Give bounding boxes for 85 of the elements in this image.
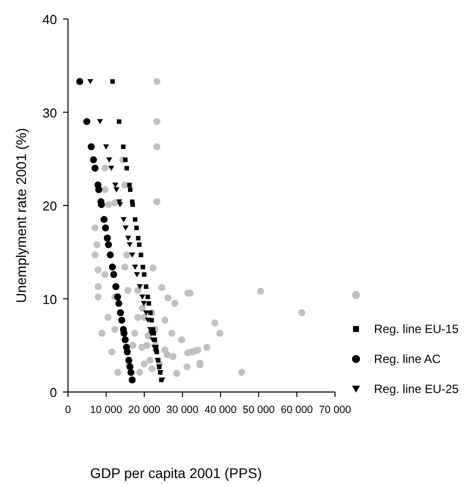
point [140,264,146,270]
point [137,242,142,247]
x-tick-label: 50 000 [242,404,275,416]
point [110,79,115,84]
point [125,356,132,364]
x-tick-label: 60 000 [280,404,314,416]
point [134,226,139,230]
point [122,225,129,231]
point [98,201,105,208]
point [110,271,118,278]
point [122,336,129,344]
x-tick-label: 10 000 [90,404,122,416]
point [106,157,112,163]
point [128,187,132,192]
x-tick-label: 0 [65,404,72,416]
point [120,330,128,337]
point [117,202,124,208]
x-tick-label: 20 000 [128,404,160,416]
y-tick-label: 20 [42,198,57,214]
point [144,318,151,323]
point [83,118,90,126]
legend-label: Reg. line EU-25 [374,382,459,396]
point [115,300,122,307]
point [113,187,120,192]
point [100,216,108,223]
point [104,241,112,248]
point [144,284,148,289]
point [116,119,122,124]
point [139,294,146,300]
point [106,251,114,258]
point [112,283,120,290]
point [114,293,122,300]
point [90,156,98,164]
point [103,144,110,150]
point [142,272,146,277]
point [151,344,158,350]
x-tick-label: 40 000 [204,404,237,416]
point [132,264,138,270]
point [124,166,129,170]
point [127,368,134,376]
point [129,252,136,258]
y-tick-label: 0 [50,385,57,400]
point [146,294,150,300]
point [76,78,84,85]
point [124,348,131,356]
point [132,217,138,222]
point [127,182,132,188]
legend-label: Reg. line EU-15 [374,322,459,336]
point [136,284,143,290]
y-axis-title: Unemplyment rate 2001 (%) [13,128,29,304]
point [143,310,150,316]
y-tick-label: 40 [42,12,57,27]
point [138,252,144,258]
point [88,143,95,150]
point [104,234,111,242]
point [134,272,140,278]
point [149,318,154,322]
point [130,202,135,207]
x-tick-label: 30 000 [166,404,199,416]
point [148,310,153,315]
point [116,309,124,316]
legend-label: Reg. line AC [374,352,441,366]
point [92,164,99,172]
point [128,376,136,384]
point [126,242,133,248]
point [123,158,128,162]
point [108,264,116,271]
point [136,236,140,240]
point [120,144,126,150]
point [125,236,132,241]
point [118,316,126,324]
y-tick-label: 30 [42,105,57,120]
y-tick-label: 10 [42,292,57,307]
point [146,301,152,306]
point [108,166,114,171]
point [102,224,109,232]
x-tick-label: 70 000 [318,404,352,416]
point [112,182,118,188]
point [120,217,127,222]
point [97,119,103,124]
point [150,337,156,342]
point [87,79,94,84]
point [140,301,147,306]
point [95,186,102,194]
x-axis-title: GDP per capita 2001 (PPS) [90,465,262,481]
